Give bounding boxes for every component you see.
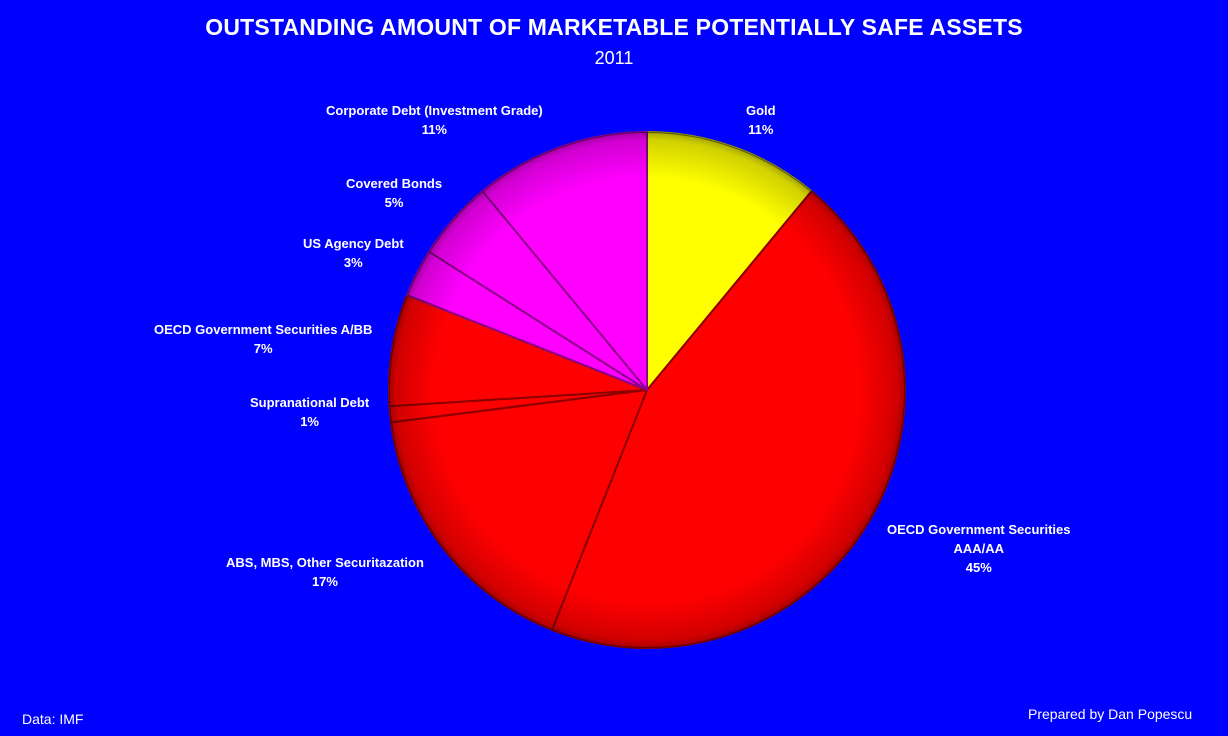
slice-name-text: OECD Government Securities: [887, 522, 1071, 537]
slice-percent-text: 5%: [384, 195, 404, 210]
slice-label-covered-bonds: Covered Bonds 5%: [346, 174, 442, 212]
chart-subtitle: 2011: [594, 48, 634, 68]
slice-label-oecd-government-securities-aaa-aa: OECD Government Securities AAA/AA 45%: [887, 520, 1071, 577]
slice-percent-text: 11%: [421, 122, 447, 137]
data-source-note: Data: IMF: [22, 711, 84, 727]
slice-percent-text: 1%: [300, 414, 319, 429]
slice-percent-text: 45%: [965, 560, 992, 575]
slice-name-text: Supranational Debt: [250, 395, 370, 410]
slice-percent-text: 17%: [311, 574, 338, 589]
author-credit: Prepared by Dan Popescu: [1028, 706, 1193, 722]
slice-name-text: ABS, MBS, Other Securitazation: [226, 555, 424, 570]
slice-name-text: OECD Government Securities A/BB: [154, 322, 373, 337]
slice-name-text: AAA/AA: [953, 541, 1005, 556]
pie-slices: [388, 131, 906, 649]
slice-label-supranational-debt: Supranational Debt 1%: [250, 393, 369, 431]
slice-label-corporate-debt-investment-grade: Corporate Debt (Investment Grade) 11%: [326, 101, 543, 139]
slice-percent-text: 11%: [748, 122, 774, 137]
slice-percent-text: 7%: [253, 341, 273, 356]
chart-title: OUTSTANDING AMOUNT OF MARKETABLE POTENTI…: [205, 14, 1023, 40]
slice-name-text: Gold: [746, 103, 776, 118]
slice-name-text: Corporate Debt (Investment Grade): [326, 103, 543, 118]
slice-name-text: US Agency Debt: [303, 236, 404, 251]
slice-percent-text: 3%: [343, 255, 363, 270]
slice-label-oecd-government-securities-a-bb: OECD Government Securities A/BB 7%: [154, 320, 372, 358]
slice-label-abs-mbs-other-securitazation: ABS, MBS, Other Securitazation 17%: [226, 553, 424, 591]
slice-name-text: Covered Bonds: [346, 176, 443, 191]
slice-label-us-agency-debt: US Agency Debt 3%: [303, 234, 404, 272]
slice-label-gold: Gold 11%: [746, 101, 776, 139]
